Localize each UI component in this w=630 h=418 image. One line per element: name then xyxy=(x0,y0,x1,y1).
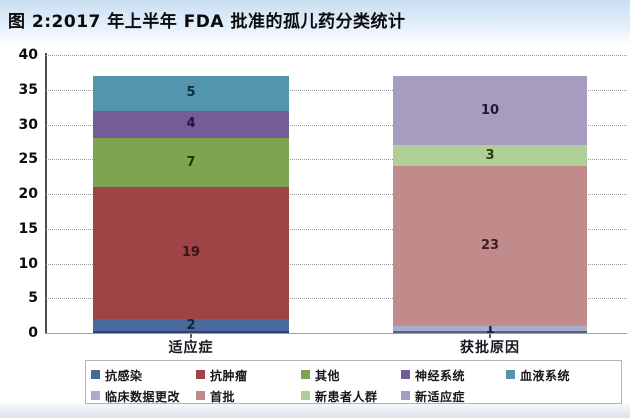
legend-swatch-icon xyxy=(301,391,310,400)
x-axis-line xyxy=(45,333,627,334)
segment-value-label: 19 xyxy=(181,245,201,261)
legend-label: 临床数据更改 xyxy=(105,390,181,404)
legend-item: 血液系统 xyxy=(506,365,571,383)
bar: 2 19 7 4 5 xyxy=(93,75,289,334)
legend-item: 抗感染 xyxy=(91,365,143,383)
legend-label: 新患者人群 xyxy=(315,390,378,404)
y-axis-tick-label: 40 xyxy=(18,47,38,63)
legend-swatch-icon xyxy=(401,391,410,400)
legend-label: 抗肿瘤 xyxy=(210,369,248,383)
legend-swatch-icon xyxy=(91,391,100,400)
segment-value-label: 2 xyxy=(186,318,196,334)
segment-value-label: 7 xyxy=(186,154,196,170)
segment-value-label: 5 xyxy=(186,85,196,101)
legend-label: 新适应症 xyxy=(415,390,466,404)
footer-band xyxy=(0,404,630,418)
bar-segment xyxy=(393,145,587,167)
y-axis-tick-label: 30 xyxy=(18,116,38,133)
legend-box: 抗感染 抗肿瘤 其他 神经系统 血液系统临床数据更改 首批 新患者人群 新适应症 xyxy=(85,360,622,404)
segment-value-label: 10 xyxy=(480,102,500,118)
legend-item: 新适应症 xyxy=(401,386,466,404)
legend-label: 其他 xyxy=(315,369,341,383)
chart-title: 图 2:2017 年上半年 FDA 批准的孤儿药分类统计 xyxy=(8,12,406,32)
legend-item: 首批 xyxy=(196,386,236,404)
legend-label: 抗感染 xyxy=(105,369,143,383)
legend-swatch-icon xyxy=(301,370,310,379)
legend-label: 神经系统 xyxy=(415,369,466,383)
y-axis-line xyxy=(45,53,47,333)
bar-segment xyxy=(93,187,289,320)
y-axis-tick-label: 0 xyxy=(28,325,38,341)
legend-label: 血液系统 xyxy=(520,369,571,383)
legend-item: 抗肿瘤 xyxy=(196,365,248,383)
legend-swatch-icon xyxy=(196,391,205,400)
bar-segment xyxy=(393,326,587,333)
legend-item: 临床数据更改 xyxy=(91,386,181,404)
bar-base-edge xyxy=(393,330,587,333)
category-label: 获批原因 xyxy=(460,340,520,356)
bar-segment xyxy=(393,75,587,146)
segment-value-label: 23 xyxy=(480,238,500,254)
bar-base-edge xyxy=(93,330,289,333)
category-label: 适应症 xyxy=(168,340,214,356)
y-axis-tick-label: 20 xyxy=(18,186,38,202)
gridline xyxy=(46,263,627,265)
bar-segment xyxy=(393,166,587,327)
segment-value-label: 3 xyxy=(485,147,495,163)
header-band xyxy=(0,0,630,46)
gridline xyxy=(46,228,627,230)
y-axis-tick-label: 10 xyxy=(18,255,38,272)
x-axis-tick xyxy=(489,334,491,338)
bar-segment xyxy=(93,319,289,333)
gridline xyxy=(46,89,627,91)
gridline xyxy=(46,298,627,300)
legend-label: 首批 xyxy=(210,390,236,404)
legend-swatch-icon xyxy=(401,370,410,379)
segment-value-label: 4 xyxy=(186,116,196,132)
legend-swatch-icon xyxy=(91,370,100,379)
legend-swatch-icon xyxy=(196,370,205,379)
legend-item: 神经系统 xyxy=(401,365,466,383)
y-axis-tick-label: 15 xyxy=(18,220,38,237)
bar-segment xyxy=(93,75,289,111)
gridline xyxy=(46,55,627,56)
x-axis-tick xyxy=(190,334,192,338)
gridline xyxy=(46,124,627,126)
y-axis-tick-label: 35 xyxy=(18,81,38,98)
bar: 1 23 3 10 xyxy=(393,75,587,337)
y-axis-tick-label: 5 xyxy=(28,290,38,307)
gridline xyxy=(46,159,627,161)
bar-segment xyxy=(93,138,289,188)
segment-value-label: 1 xyxy=(485,321,495,337)
gridline xyxy=(46,194,627,195)
bar-segment xyxy=(93,110,289,139)
legend-swatch-icon xyxy=(506,370,515,379)
legend-item: 其他 xyxy=(301,365,341,383)
legend-item: 新患者人群 xyxy=(301,386,378,404)
y-axis-tick-label: 25 xyxy=(18,151,38,168)
